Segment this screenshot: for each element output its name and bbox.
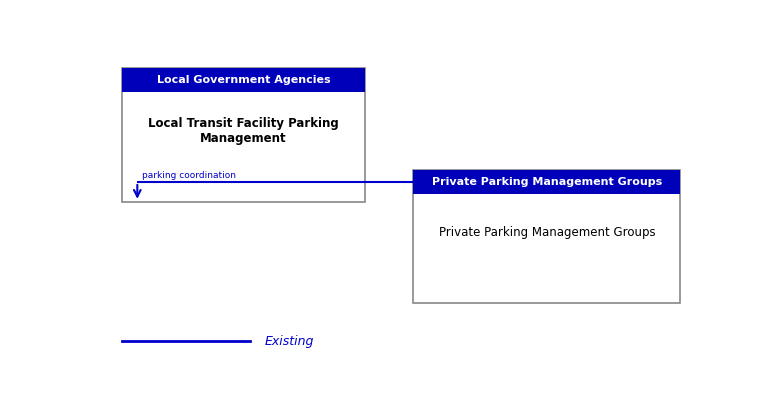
Text: parking coordination: parking coordination (143, 171, 236, 180)
Bar (122, 68, 365, 92)
Text: Private Parking Management Groups: Private Parking Management Groups (431, 177, 662, 187)
Text: Local Transit Facility Parking
Management: Local Transit Facility Parking Managemen… (148, 117, 339, 145)
Text: Local Government Agencies: Local Government Agencies (157, 75, 330, 85)
Bar (413, 170, 680, 194)
Bar (413, 170, 680, 303)
Bar (122, 68, 365, 202)
Text: Existing: Existing (265, 335, 314, 348)
Text: Private Parking Management Groups: Private Parking Management Groups (438, 226, 655, 239)
